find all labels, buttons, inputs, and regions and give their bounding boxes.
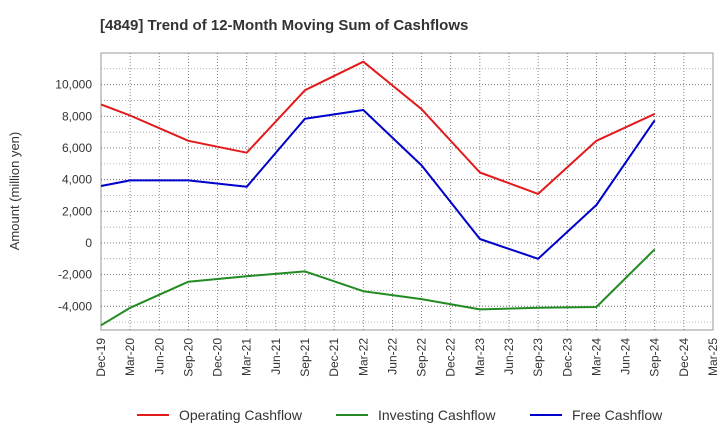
x-tick-label: Jun-20: [152, 338, 166, 375]
legend-label: Operating Cashflow: [179, 407, 303, 423]
y-tick-label: 2,000: [62, 204, 92, 218]
chart-title: [4849] Trend of 12-Month Moving Sum of C…: [100, 17, 468, 34]
y-tick-label: 0: [85, 236, 92, 250]
x-tick-label: Sep-23: [531, 338, 545, 377]
series-line-free-cashflow: [100, 109, 656, 260]
x-tick-label: Mar-21: [240, 338, 254, 376]
x-tick-label: Dec-19: [94, 338, 108, 377]
x-tick-label: Dec-22: [444, 338, 458, 377]
x-tick-label: Mar-20: [123, 338, 137, 376]
plot-frame: [100, 52, 714, 331]
x-tick-label: Sep-21: [298, 338, 312, 377]
x-tick-label: Mar-22: [356, 338, 370, 376]
legend-label: Free Cashflow: [572, 407, 663, 423]
y-axis-title: Amount (million yen): [7, 132, 22, 251]
y-tick-label: 8,000: [62, 109, 92, 123]
x-tick-label: Sep-24: [648, 338, 662, 377]
series-line-operating-cashflow: [100, 60, 656, 195]
x-tick-label: Dec-21: [327, 338, 341, 377]
y-tick-label: 10,000: [55, 78, 92, 92]
x-tick-label: Jun-24: [619, 338, 633, 375]
x-tick-label: Sep-22: [415, 338, 429, 377]
x-tick-label: Dec-23: [560, 338, 574, 377]
x-tick-label: Dec-24: [677, 338, 691, 377]
x-tick-label: Mar-23: [473, 338, 487, 376]
x-tick-label: Jun-21: [269, 338, 283, 375]
x-tick-label: Mar-24: [589, 338, 603, 376]
y-tick-label: -2,000: [58, 268, 92, 282]
y-tick-label: 6,000: [62, 141, 92, 155]
x-tick-label: Jun-22: [385, 338, 399, 375]
legend: Operating Cashflow Investing Cashflow Free…: [137, 407, 663, 423]
y-tick-label: -4,000: [58, 299, 92, 313]
x-tick-label: Mar-25: [706, 338, 720, 376]
plot-area: Dec-19 Mar-20 Jun-20 Sep-20 Dec-20 Mar-21 Jun-…: [55, 52, 720, 377]
legend-label: Investing Cashflow: [378, 407, 496, 423]
series-line-investing-cashflow: [100, 248, 656, 327]
x-tick-label: Sep-20: [181, 338, 195, 377]
x-tick-label: Jun-23: [502, 338, 516, 375]
y-tick-label: 4,000: [62, 173, 92, 187]
x-tick-label: Dec-20: [211, 338, 225, 377]
